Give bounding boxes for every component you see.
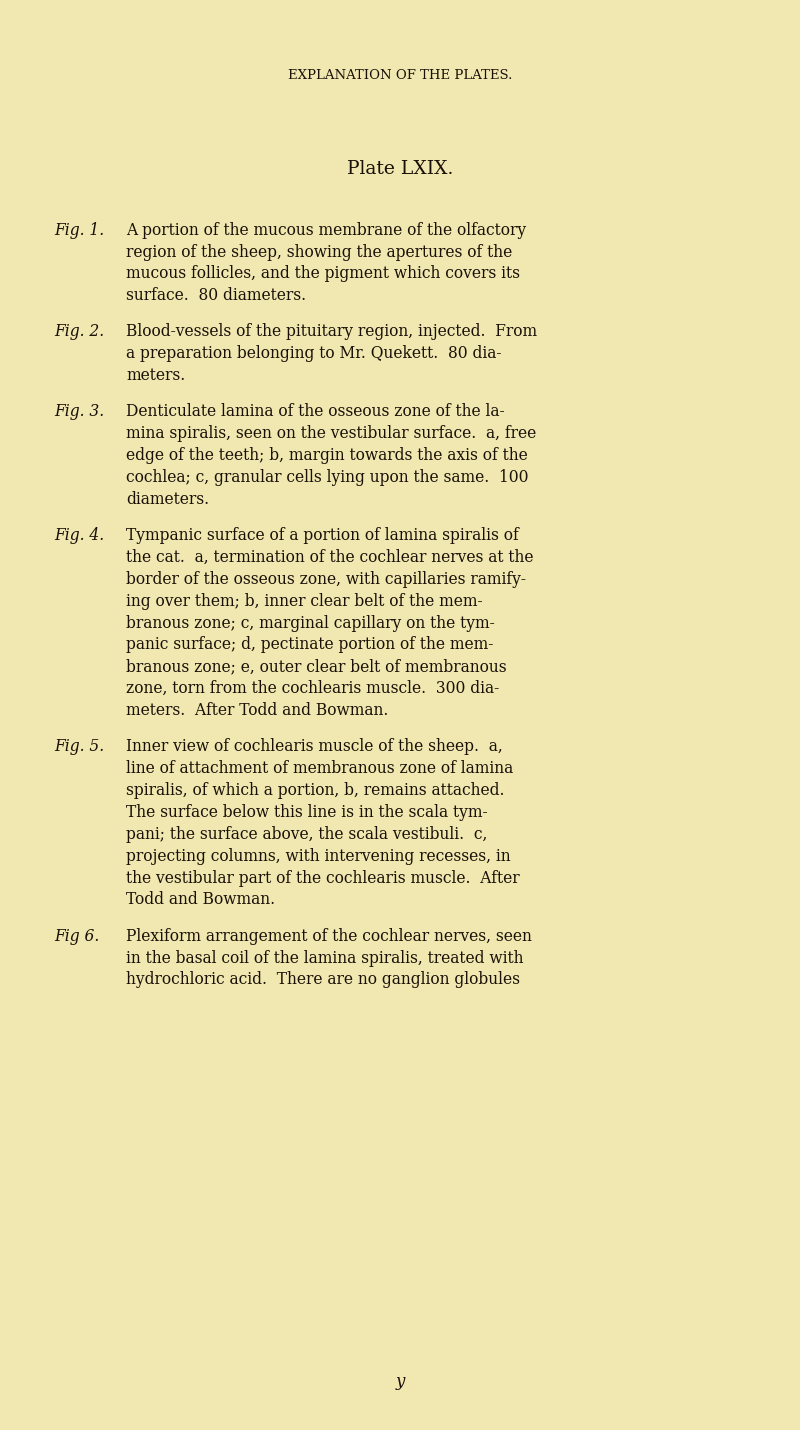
Text: Fig. 3.: Fig. 3. [54, 403, 105, 420]
Text: EXPLANATION OF THE PLATES.: EXPLANATION OF THE PLATES. [288, 69, 512, 82]
Text: Inner view of cochlearis muscle of the sheep.  a,: Inner view of cochlearis muscle of the s… [126, 738, 503, 755]
Text: Fig. 5.: Fig. 5. [54, 738, 105, 755]
Text: in the basal coil of the lamina spiralis, treated with: in the basal coil of the lamina spiralis… [126, 950, 524, 967]
Text: hydrochloric acid.  There are no ganglion globules: hydrochloric acid. There are no ganglion… [126, 971, 520, 988]
Text: pani; the surface above, the scala vestibuli.  c,: pani; the surface above, the scala vesti… [126, 827, 488, 842]
Text: Fig 6.: Fig 6. [54, 928, 100, 945]
Text: Todd and Bowman.: Todd and Bowman. [126, 891, 275, 908]
Text: The surface below this line is in the scala tym-: The surface below this line is in the sc… [126, 804, 488, 821]
Text: Fig. 2.: Fig. 2. [54, 323, 105, 340]
Text: Blood-vessels of the pituitary region, injected.  From: Blood-vessels of the pituitary region, i… [126, 323, 538, 340]
Text: branous zone; c, marginal capillary on the tym-: branous zone; c, marginal capillary on t… [126, 615, 495, 632]
Text: Plate LXIX.: Plate LXIX. [347, 160, 453, 179]
Text: Denticulate lamina of the osseous zone of the la-: Denticulate lamina of the osseous zone o… [126, 403, 505, 420]
Text: the vestibular part of the cochlearis muscle.  After: the vestibular part of the cochlearis mu… [126, 869, 520, 887]
Text: Fig. 4.: Fig. 4. [54, 528, 105, 543]
Text: projecting columns, with intervening recesses, in: projecting columns, with intervening rec… [126, 848, 511, 865]
Text: region of the sheep, showing the apertures of the: region of the sheep, showing the apertur… [126, 243, 513, 260]
Text: y: y [395, 1373, 405, 1390]
Text: border of the osseous zone, with capillaries ramify-: border of the osseous zone, with capilla… [126, 571, 526, 588]
Text: mina spiralis, seen on the vestibular surface.  a, free: mina spiralis, seen on the vestibular su… [126, 425, 537, 442]
Text: the cat.  a, termination of the cochlear nerves at the: the cat. a, termination of the cochlear … [126, 549, 534, 566]
Text: branous zone; e, outer clear belt of membranous: branous zone; e, outer clear belt of mem… [126, 658, 507, 675]
Text: a preparation belonging to Mr. Quekett.  80 dia-: a preparation belonging to Mr. Quekett. … [126, 346, 502, 362]
Text: mucous follicles, and the pigment which covers its: mucous follicles, and the pigment which … [126, 266, 520, 282]
Text: Fig. 1.: Fig. 1. [54, 222, 105, 239]
Text: edge of the teeth; b, margin towards the axis of the: edge of the teeth; b, margin towards the… [126, 448, 528, 465]
Text: ing over them; b, inner clear belt of the mem-: ing over them; b, inner clear belt of th… [126, 593, 483, 609]
Text: panic surface; d, pectinate portion of the mem-: panic surface; d, pectinate portion of t… [126, 636, 494, 654]
Text: meters.: meters. [126, 368, 186, 385]
Text: line of attachment of membranous zone of lamina: line of attachment of membranous zone of… [126, 761, 514, 776]
Text: A portion of the mucous membrane of the olfactory: A portion of the mucous membrane of the … [126, 222, 526, 239]
Text: Tympanic surface of a portion of lamina spiralis of: Tympanic surface of a portion of lamina … [126, 528, 519, 543]
Text: spiralis, of which a portion, b, remains attached.: spiralis, of which a portion, b, remains… [126, 782, 505, 799]
Text: zone, torn from the cochlearis muscle.  300 dia-: zone, torn from the cochlearis muscle. 3… [126, 681, 500, 698]
Text: Plexiform arrangement of the cochlear nerves, seen: Plexiform arrangement of the cochlear ne… [126, 928, 532, 945]
Text: meters.  After Todd and Bowman.: meters. After Todd and Bowman. [126, 702, 389, 719]
Text: cochlea; c, granular cells lying upon the same.  100: cochlea; c, granular cells lying upon th… [126, 469, 529, 486]
Text: surface.  80 diameters.: surface. 80 diameters. [126, 287, 306, 305]
Text: diameters.: diameters. [126, 490, 210, 508]
